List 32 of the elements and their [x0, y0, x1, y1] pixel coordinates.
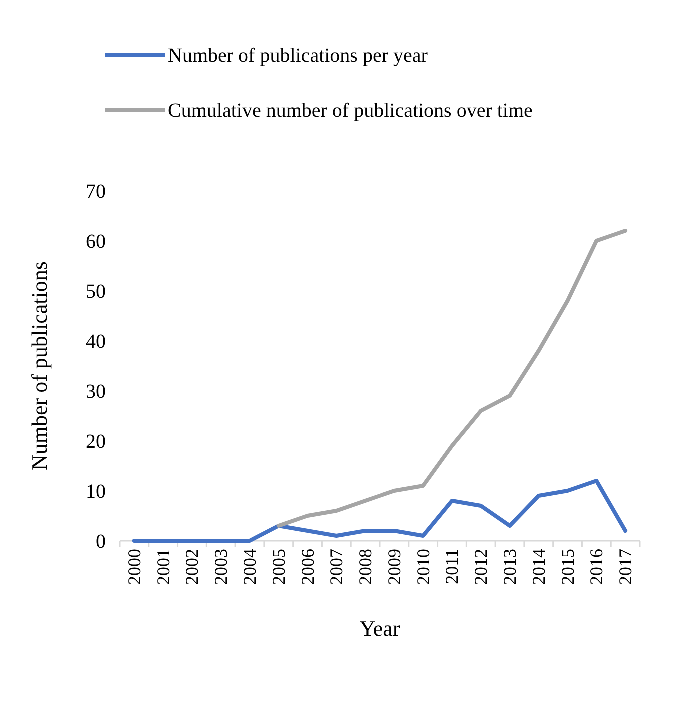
line-series	[276, 229, 628, 528]
x-tick-label: 2008	[356, 549, 376, 585]
x-tick-label: 2002	[182, 549, 202, 585]
x-tick-label: 2013	[500, 549, 520, 585]
y-tick-label: 20	[86, 431, 106, 453]
y-tick-label: 70	[86, 181, 106, 203]
x-tick-label: 2006	[298, 549, 318, 585]
legend-label: Cumulative number of publications over time	[168, 100, 534, 122]
x-tick-label: 2016	[586, 549, 607, 585]
y-tick-label: 40	[86, 331, 106, 353]
x-tick-label: 2001	[153, 549, 174, 585]
x-tick-label: 2009	[384, 549, 404, 585]
x-tick-label: 2014	[528, 549, 549, 585]
x-axis-title: Year	[360, 616, 401, 641]
x-tick-label: 2011	[442, 549, 462, 584]
line-series	[132, 479, 628, 543]
x-tick-label: 2000	[124, 549, 144, 585]
x-tick-label: 2010	[413, 549, 434, 585]
x-tick-label: 2012	[471, 549, 492, 585]
legend-label: Number of publications per year	[168, 45, 428, 67]
x-tick-label: 2007	[326, 549, 347, 585]
x-tick-label: 2017	[616, 549, 636, 585]
y-axis-title: Number of publications	[27, 262, 52, 470]
y-tick-label: 0	[96, 531, 106, 553]
y-tick-label: 10	[86, 481, 106, 503]
x-tick-label: 2003	[211, 549, 232, 585]
y-tick-label: 30	[86, 381, 106, 403]
x-tick-label: 2015	[558, 549, 578, 585]
x-tick-label: 2004	[240, 549, 260, 585]
y-tick-label: 50	[86, 281, 106, 303]
y-tick-label: 60	[86, 231, 106, 253]
x-tick-label: 2005	[268, 549, 289, 585]
